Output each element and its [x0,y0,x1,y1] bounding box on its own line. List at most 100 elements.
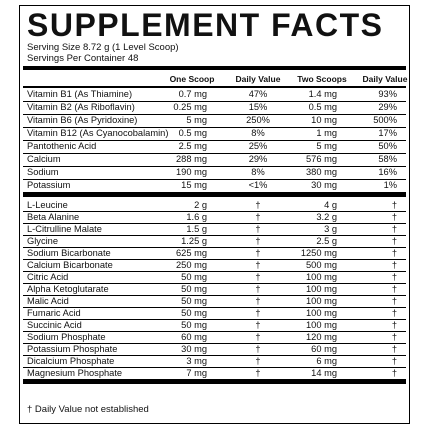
amount-cell: 500 mg [305,260,337,270]
amount-cell: 16% [378,167,397,177]
amount-cell: 100 mg [305,296,337,306]
amount-cell: † [391,320,397,330]
ingredient-name: Vitamin B1 (As Thiamine) [27,89,133,99]
amount-cell: 100 mg [305,320,337,330]
amount-cell: 50 mg [181,272,207,282]
amount-cell: 30 mg [181,344,207,354]
amount-cell: † [255,368,261,378]
ingredient-name: Glycine [27,236,59,246]
ingredient-name: Dicalcium Phosphate [27,356,115,366]
ingredient-name: Beta Alanine [27,212,80,222]
label-title: SUPPLEMENT FACTS [27,7,384,43]
amount-cell: 93% [378,89,397,99]
row-rule [23,246,406,248]
amount-cell: † [255,344,261,354]
amount-cell: 100 mg [305,284,337,294]
ingredient-name: Fumaric Acid [27,308,81,318]
amount-cell: 0.5 mg [178,128,207,138]
amount-cell: † [391,332,397,342]
ingredient-name: Sodium [27,167,59,177]
amount-cell: 50 mg [181,296,207,306]
footnote: † Daily Value not established [27,404,149,415]
ingredient-name: Calcium Bicarbonate [27,260,113,270]
amount-cell: 1 mg [316,128,337,138]
section-rule [23,379,406,384]
amount-cell: 4 g [324,200,337,210]
amount-cell: † [255,212,261,222]
ingredient-name: Pantothenic Acid [27,141,97,151]
amount-cell: 0.7 mg [178,89,207,99]
amount-cell: † [255,284,261,294]
amount-cell: 380 mg [305,167,337,177]
amount-cell: 3 g [324,224,337,234]
amount-cell: 58% [378,154,397,164]
ingredient-name: Sodium Bicarbonate [27,248,111,258]
amount-cell: 50% [378,141,397,151]
row-rule [23,152,406,154]
amount-cell: 250% [246,115,270,125]
column-header: Daily Value [235,74,281,84]
row-rule [23,210,406,212]
label-border [19,5,410,424]
amount-cell: 3.2 g [316,212,337,222]
row-rule [23,126,406,128]
amount-cell: † [391,368,397,378]
amount-cell: 8% [251,167,265,177]
amount-cell: 14 mg [311,368,337,378]
amount-cell: 1.6 g [186,212,207,222]
row-rule [23,318,406,320]
ingredient-name: Sodium Phosphate [27,332,106,342]
amount-cell: † [391,344,397,354]
row-rule [23,139,406,141]
row-rule [23,258,406,260]
amount-cell: 29% [378,102,397,112]
row-rule [23,342,406,344]
row-rule [23,306,406,308]
ingredient-name: Vitamin B2 (As Riboflavin) [27,102,135,112]
amount-cell: † [255,320,261,330]
amount-cell: † [255,236,261,246]
ingredient-name: Malic Acid [27,296,69,306]
amount-cell: 3 mg [186,356,207,366]
amount-cell: 60 mg [181,332,207,342]
amount-cell: 25% [248,141,268,151]
row-rule [23,270,406,272]
amount-cell: 100 mg [305,272,337,282]
amount-cell: † [391,308,397,318]
amount-cell: 1% [383,180,397,190]
row-rule [23,222,406,224]
amount-cell: 100 mg [305,308,337,318]
ingredient-name: Vitamin B6 (As Pyridoxine) [27,115,138,125]
amount-cell: † [255,260,261,270]
ingredient-name: Calcium [27,154,61,164]
amount-cell: 60 mg [311,344,337,354]
amount-cell: † [255,356,261,366]
row-rule [23,294,406,296]
amount-cell: † [391,356,397,366]
amount-cell: 50 mg [181,320,207,330]
row-rule [23,165,406,167]
amount-cell: † [391,284,397,294]
amount-cell: † [391,272,397,282]
ingredient-name: Potassium [27,180,71,190]
amount-cell: † [391,248,397,258]
amount-cell: † [255,308,261,318]
serving-size: Serving Size 8.72 g (1 Level Scoop) [27,42,179,53]
amount-cell: 50 mg [181,284,207,294]
amount-cell: 1.5 g [186,224,207,234]
amount-cell: 250 mg [175,260,207,270]
amount-cell: 190 mg [175,167,207,177]
column-header: Daily Value [362,74,408,84]
row-rule [23,282,406,284]
row-rule [23,113,406,115]
amount-cell: 15% [248,102,268,112]
amount-cell: 6 mg [316,356,337,366]
amount-cell: † [391,200,397,210]
amount-cell: 2 g [194,200,207,210]
ingredient-name: Vitamin B12 (As Cyanocobalamin) [27,128,169,138]
amount-cell: 1250 mg [300,248,337,258]
section-rule [23,192,406,197]
amount-cell: 5 mg [316,141,337,151]
servings-per-container: Servings Per Container 48 [27,53,139,64]
